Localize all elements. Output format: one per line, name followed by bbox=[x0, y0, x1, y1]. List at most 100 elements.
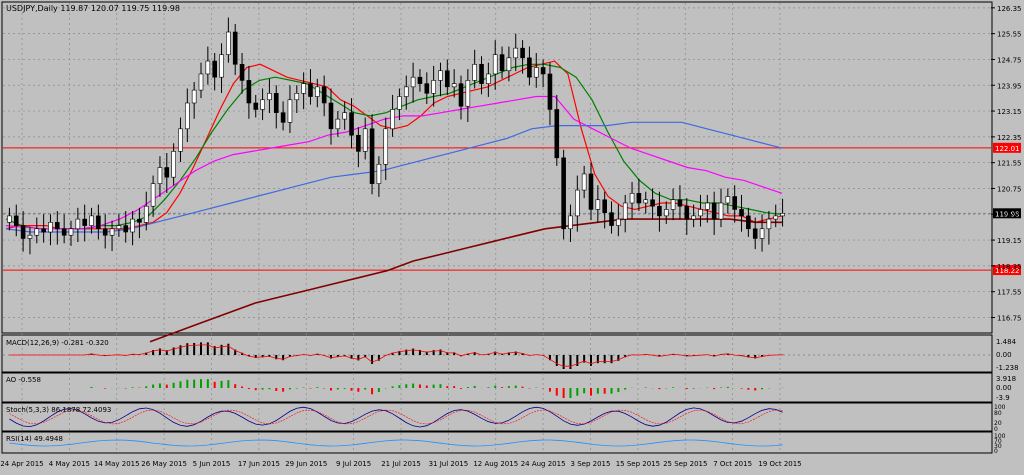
time-label: 12 Aug 2015 bbox=[473, 460, 518, 468]
price-panel bbox=[1, 1, 993, 334]
rsi-scale-70: 70 bbox=[994, 438, 1002, 445]
candle-body bbox=[280, 112, 286, 123]
candle-body bbox=[616, 218, 621, 226]
stoch-scale-100: 100 bbox=[994, 404, 1006, 411]
candle-body bbox=[698, 209, 703, 217]
macd-scale-top: 1.484 bbox=[996, 338, 1017, 346]
price-tick-label: 117.55 bbox=[997, 289, 1022, 297]
grid bbox=[3, 3, 991, 453]
candle-body bbox=[390, 109, 395, 130]
candle-body bbox=[575, 189, 580, 217]
candle-body bbox=[732, 196, 737, 210]
time-label: 31 Jul 2015 bbox=[429, 460, 469, 468]
candle-body bbox=[650, 199, 655, 207]
time-label: 19 Oct 2015 bbox=[758, 460, 801, 468]
time-label: 7 Oct 2015 bbox=[713, 460, 752, 468]
candle-body bbox=[41, 228, 46, 233]
candle-body bbox=[568, 215, 573, 230]
candle-body bbox=[486, 73, 491, 84]
candle-body bbox=[581, 173, 587, 191]
stoch-scale-80: 80 bbox=[994, 410, 1002, 417]
candle-body bbox=[479, 63, 484, 84]
candle-body bbox=[253, 102, 259, 110]
candle-body bbox=[239, 63, 245, 81]
candle-body bbox=[520, 47, 525, 59]
ao-scale-zero: 0.00 bbox=[996, 384, 1012, 392]
candle-body bbox=[424, 83, 430, 94]
macd-header: MACD(12,26,9) -0.281 -0.320 bbox=[6, 339, 109, 347]
level-label: 118.22 bbox=[995, 267, 1020, 275]
price-tick-label: 120.75 bbox=[997, 185, 1022, 193]
candle-body bbox=[451, 83, 457, 88]
rsi-scale-100: 100 bbox=[994, 433, 1006, 440]
candle-body bbox=[438, 70, 443, 81]
candle-body bbox=[711, 202, 717, 220]
candle-body bbox=[629, 193, 635, 204]
symbol-header: USDJPY,Daily 119.87 120.07 119.75 119.98 bbox=[6, 4, 180, 13]
price-tick-label: 119.15 bbox=[997, 237, 1022, 245]
candle-body bbox=[321, 86, 327, 104]
candle-body bbox=[458, 83, 464, 107]
candle-body bbox=[684, 205, 690, 220]
candle-body bbox=[198, 73, 204, 91]
candle-body bbox=[397, 96, 402, 110]
candle-body bbox=[130, 218, 135, 233]
candle-body bbox=[561, 157, 566, 230]
candle-body bbox=[219, 54, 224, 78]
candle-body bbox=[403, 86, 409, 97]
macd-indicator bbox=[3, 342, 991, 369]
candle-body bbox=[34, 228, 40, 236]
candle-body bbox=[96, 215, 101, 230]
candle-body bbox=[75, 218, 81, 230]
candle-body bbox=[739, 209, 744, 217]
candle-body bbox=[657, 205, 662, 217]
moving-average-line bbox=[149, 218, 782, 343]
rsi-scale-30: 30 bbox=[994, 443, 1002, 450]
horizontal-levels: 122.01 118.22 119.98 bbox=[3, 142, 1021, 276]
candle-body bbox=[492, 54, 498, 75]
current-price-label-bg bbox=[993, 208, 1021, 219]
level-label-bg bbox=[993, 265, 1021, 276]
current-price-label: 119.98 bbox=[995, 210, 1020, 218]
stoch-indicator bbox=[9, 406, 783, 428]
candle-body bbox=[260, 99, 265, 110]
candle-body bbox=[137, 218, 142, 223]
candle-body bbox=[191, 89, 197, 104]
rsi-line bbox=[9, 439, 783, 447]
candle-body bbox=[123, 225, 129, 233]
candle-body bbox=[356, 134, 361, 152]
price-tick-label: 119.95 bbox=[997, 211, 1022, 219]
ao-scale-top: 3.918 bbox=[996, 375, 1016, 383]
candle-body bbox=[157, 167, 163, 184]
ao-panel bbox=[1, 372, 993, 403]
candle-body bbox=[89, 215, 94, 226]
candle-body bbox=[308, 83, 313, 97]
candle-body bbox=[718, 202, 724, 220]
macd-scale-zero: 0.00 bbox=[996, 351, 1012, 359]
moving-average-line bbox=[5, 121, 783, 233]
ao-indicator bbox=[90, 379, 784, 398]
macd-scale-bottom: -1.238 bbox=[996, 364, 1019, 372]
stoch-scale-0: 0 bbox=[994, 426, 998, 433]
candle-body bbox=[643, 199, 649, 204]
price-tick-label: 118.35 bbox=[997, 263, 1022, 271]
time-label: 9 Jul 2015 bbox=[336, 460, 371, 468]
candle-body bbox=[143, 205, 149, 223]
time-label: 25 Sep 2015 bbox=[663, 460, 707, 468]
candle-body bbox=[328, 102, 334, 130]
candle-body bbox=[547, 73, 553, 110]
candle-body bbox=[55, 222, 60, 230]
stoch-main-line bbox=[9, 406, 783, 428]
candle-body bbox=[342, 112, 347, 120]
candle-body bbox=[232, 31, 238, 65]
candle-body bbox=[171, 151, 176, 178]
price-tick-label: 122.35 bbox=[997, 134, 1022, 142]
candle-body bbox=[410, 76, 416, 88]
candle-body bbox=[178, 128, 183, 152]
candle-body bbox=[622, 202, 628, 220]
ao-scale-bottom: -3.9 bbox=[996, 394, 1010, 402]
candle-body bbox=[417, 76, 423, 84]
candle-body bbox=[294, 93, 300, 101]
candle-body bbox=[499, 54, 505, 72]
